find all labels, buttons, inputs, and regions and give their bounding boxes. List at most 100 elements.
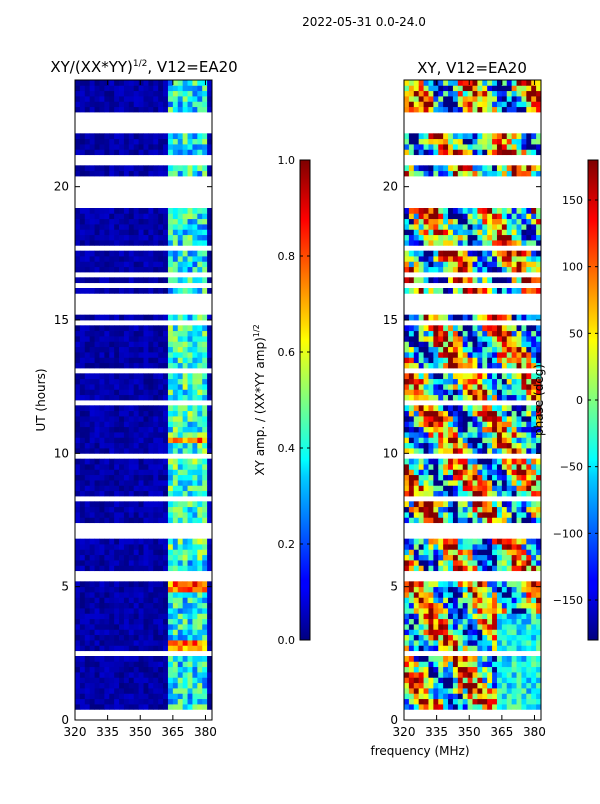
- heatmap-cell: [104, 389, 109, 395]
- heatmap-cell: [99, 411, 104, 417]
- heatmap-cell: [463, 693, 468, 699]
- heatmap-cell: [144, 101, 149, 107]
- heatmap-cell: [531, 219, 536, 225]
- heatmap-cell: [482, 613, 487, 619]
- heatmap-cell: [424, 224, 429, 230]
- heatmap-cell: [458, 235, 463, 241]
- heatmap-cell: [158, 608, 163, 614]
- heatmap-cell: [158, 288, 163, 294]
- heatmap-cell: [526, 539, 531, 545]
- heatmap-cell: [517, 608, 522, 614]
- heatmap-cell: [173, 277, 178, 283]
- heatmap-cell: [119, 261, 124, 267]
- heatmap-cell: [463, 688, 468, 694]
- heatmap-cell: [139, 411, 144, 417]
- heatmap-cell: [517, 352, 522, 358]
- heatmap-cell: [497, 437, 502, 443]
- heatmap-cell: [168, 645, 173, 651]
- heatmap-cell: [197, 96, 202, 102]
- heatmap-cell: [502, 347, 507, 353]
- heatmap-cell: [497, 395, 502, 401]
- heatmap-cell: [448, 341, 453, 347]
- heatmap-cell: [487, 544, 492, 550]
- heatmap-cell: [134, 480, 139, 486]
- heatmap-cell: [419, 464, 424, 470]
- heatmap-cell: [409, 501, 414, 507]
- heatmap-cell: [90, 251, 95, 257]
- heatmap-cell: [202, 91, 207, 97]
- heatmap-cell: [404, 480, 409, 486]
- heatmap-cell: [197, 357, 202, 363]
- heatmap-cell: [163, 251, 168, 257]
- heatmap-cell: [497, 475, 502, 481]
- heatmap-cell: [531, 560, 536, 566]
- heatmap-cell: [463, 384, 468, 390]
- heatmap-cell: [463, 133, 468, 139]
- heatmap-cell: [468, 91, 473, 97]
- heatmap-cell: [95, 421, 100, 427]
- heatmap-cell: [497, 171, 502, 177]
- heatmap-cell: [158, 635, 163, 641]
- heatmap-cell: [129, 379, 134, 385]
- heatmap-cell: [453, 688, 458, 694]
- heatmap-cell: [197, 464, 202, 470]
- heatmap-cell: [163, 501, 168, 507]
- heatmap-cell: [85, 491, 90, 497]
- heatmap-cell: [173, 581, 178, 587]
- heatmap-cell: [85, 704, 90, 710]
- heatmap-cell: [75, 480, 80, 486]
- heatmap-cell: [526, 469, 531, 475]
- heatmap-cell: [473, 213, 478, 219]
- heatmap-cell: [144, 603, 149, 609]
- heatmap-cell: [178, 315, 183, 321]
- heatmap-cell: [438, 704, 443, 710]
- heatmap-cell: [158, 331, 163, 337]
- heatmap-cell: [188, 224, 193, 230]
- heatmap-cell: [521, 517, 526, 523]
- heatmap-cell: [158, 347, 163, 353]
- heatmap-cell: [124, 688, 129, 694]
- heatmap-cell: [119, 635, 124, 641]
- heatmap-cell: [119, 325, 124, 331]
- heatmap-cell: [124, 619, 129, 625]
- heatmap-cell: [119, 80, 124, 86]
- heatmap-cell: [404, 507, 409, 513]
- heatmap-cell: [458, 619, 463, 625]
- heatmap-cell: [414, 96, 419, 102]
- heatmap-cell: [99, 560, 104, 566]
- heatmap-cell: [492, 363, 497, 369]
- heatmap-cell: [104, 624, 109, 630]
- heatmap-cell: [124, 464, 129, 470]
- heatmap-cell: [521, 501, 526, 507]
- heatmap-cell: [134, 411, 139, 417]
- heatmap-cell: [75, 363, 80, 369]
- heatmap-cell: [482, 357, 487, 363]
- heatmap-cell: [95, 512, 100, 518]
- heatmap-cell: [148, 229, 153, 235]
- heatmap-cell: [80, 229, 85, 235]
- heatmap-cell: [507, 133, 512, 139]
- heatmap-cell: [487, 475, 492, 481]
- heatmap-cell: [85, 165, 90, 171]
- heatmap-cell: [183, 485, 188, 491]
- heatmap-cell: [497, 235, 502, 241]
- heatmap-cell: [517, 101, 522, 107]
- heatmap-cell: [433, 144, 438, 150]
- heatmap-cell: [129, 373, 134, 379]
- heatmap-cell: [183, 555, 188, 561]
- heatmap-cell: [114, 91, 119, 97]
- heatmap-cell: [75, 677, 80, 683]
- heatmap-cell: [85, 256, 90, 262]
- heatmap-cell: [477, 443, 482, 449]
- heatmap-cell: [75, 683, 80, 689]
- heatmap-cell: [99, 267, 104, 273]
- heatmap-cell: [183, 251, 188, 257]
- heatmap-cell: [517, 208, 522, 214]
- heatmap-cell: [507, 165, 512, 171]
- heatmap-cell: [477, 229, 482, 235]
- heatmap-cell: [75, 240, 80, 246]
- heatmap-cell: [477, 352, 482, 358]
- heatmap-cell: [163, 491, 168, 497]
- heatmap-cell: [129, 635, 134, 641]
- heatmap-cell: [139, 475, 144, 481]
